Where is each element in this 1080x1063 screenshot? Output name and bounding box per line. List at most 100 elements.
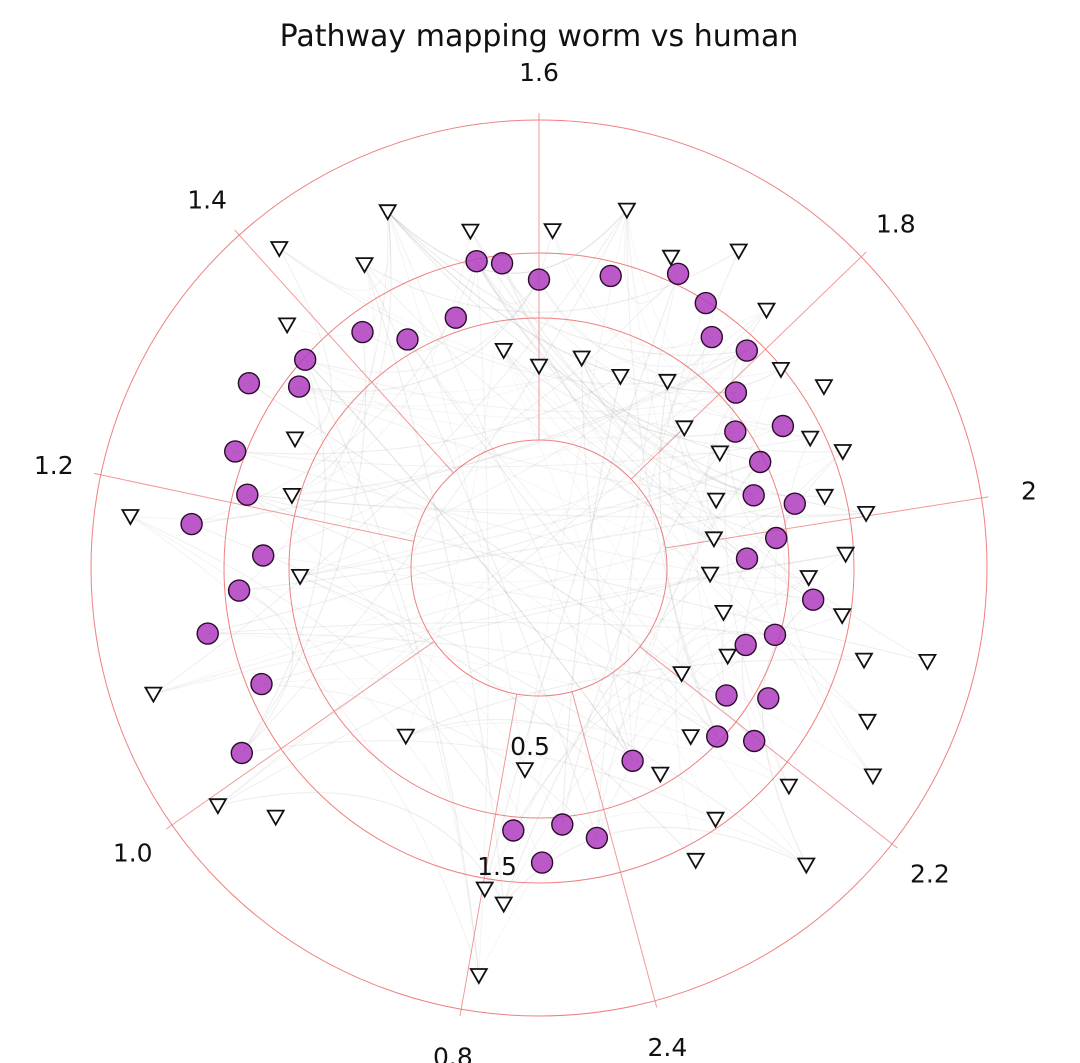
triangle-node xyxy=(832,608,852,625)
pathway-edge xyxy=(235,437,811,468)
circle-node xyxy=(236,483,259,506)
circle-node xyxy=(252,544,275,567)
pathway-edge xyxy=(130,494,265,520)
pathway-edge xyxy=(291,350,748,496)
pathway-edge xyxy=(476,230,554,304)
pathway-edge xyxy=(665,309,767,394)
pathway-edge xyxy=(130,515,514,831)
pathway-edge xyxy=(668,427,715,540)
triangle-node xyxy=(857,713,878,731)
pathway-edge xyxy=(248,382,682,674)
pathway-edge xyxy=(626,209,811,439)
pathway-edge xyxy=(207,622,776,636)
pathway-edge xyxy=(596,614,843,839)
pathway-edge xyxy=(241,209,628,754)
pathway-edge xyxy=(503,576,809,905)
triangle-node xyxy=(543,223,563,240)
triangle-node xyxy=(713,605,734,622)
triangle-node xyxy=(460,223,480,241)
pathway-edge xyxy=(291,230,471,496)
pathway-edge xyxy=(538,279,747,368)
pathway-edge xyxy=(675,499,717,861)
pathway-edge xyxy=(659,381,718,737)
pathway-edge xyxy=(304,359,480,976)
pathway-edge xyxy=(130,515,505,905)
circle-node xyxy=(530,851,554,874)
circle-node xyxy=(250,672,273,696)
pathway-edge xyxy=(191,350,748,525)
triangle-node xyxy=(269,241,289,258)
pathway-edge xyxy=(294,438,874,777)
pathway-edge xyxy=(239,576,809,592)
triangle-node xyxy=(704,531,724,549)
angular-tick-labels: 1.6 1.8 2 2.2 2.4 0.8 1.0 1.2 1.4 xyxy=(34,58,1037,1063)
pathway-edge xyxy=(503,350,790,787)
triangle-node xyxy=(529,358,549,376)
pathway-edge xyxy=(702,250,740,395)
circle-node xyxy=(763,623,787,646)
pathway-edge xyxy=(261,553,846,685)
pathway-edge xyxy=(405,722,790,787)
pathway-edge xyxy=(278,248,333,440)
pathway-edge xyxy=(541,811,807,866)
pathway-edge xyxy=(298,385,825,419)
pathway-edge xyxy=(667,336,713,432)
triangle-node xyxy=(277,317,297,335)
triangle-node xyxy=(863,768,883,786)
circle-node xyxy=(396,328,419,351)
triangle-node xyxy=(610,368,630,386)
circle-node xyxy=(621,749,644,772)
pathway-edge xyxy=(581,357,754,496)
pathway-edge xyxy=(298,386,783,439)
circle-node xyxy=(700,325,723,349)
circle-node xyxy=(743,729,766,753)
pathway-edge xyxy=(299,575,563,825)
pathway-edge xyxy=(774,503,874,777)
grid-spoke xyxy=(93,472,414,542)
pathway-edge xyxy=(247,494,867,518)
pathway-edge xyxy=(387,211,526,770)
pathway-edge xyxy=(741,503,795,539)
pathway-edge xyxy=(207,461,761,635)
circle-node xyxy=(237,372,261,395)
pathway-edge xyxy=(724,350,790,787)
circle-node xyxy=(735,547,759,570)
circle-node xyxy=(715,684,738,707)
pathway-edge xyxy=(538,279,782,380)
pathway-edge xyxy=(731,309,782,386)
triangle-node xyxy=(710,445,730,463)
pathway-edge xyxy=(721,450,844,696)
circle-node xyxy=(771,414,795,438)
triangle-node xyxy=(856,505,876,523)
triangle-node xyxy=(661,249,681,267)
pathway-edge xyxy=(153,209,628,695)
triangle-node xyxy=(494,896,514,914)
pathway-edge xyxy=(217,350,748,807)
triangle-node xyxy=(657,373,677,391)
pathway-edge xyxy=(476,260,685,429)
circle-node xyxy=(351,320,374,344)
pathway-edge xyxy=(153,538,715,695)
pathway-edge xyxy=(680,599,814,674)
pathway-edge xyxy=(503,349,777,539)
pathway-edge xyxy=(364,264,748,560)
triangle-node xyxy=(814,379,834,396)
pathway-edge xyxy=(628,273,679,761)
pathway-edge xyxy=(476,260,814,601)
pathway-edge xyxy=(387,211,634,762)
pathway-edge xyxy=(238,211,389,592)
pathway-edge xyxy=(238,590,294,754)
angular-tick-label: 2.2 xyxy=(910,859,950,888)
circle-node xyxy=(294,348,317,371)
circle-node xyxy=(694,291,717,315)
triangle-node xyxy=(706,492,726,510)
pathway-edge xyxy=(552,230,713,349)
pathway-edge xyxy=(666,381,868,722)
grid-spoke xyxy=(165,641,435,830)
triangle-node xyxy=(815,488,835,506)
pathway-edge xyxy=(387,209,628,274)
pathway-edge xyxy=(387,209,628,274)
circle-node xyxy=(734,633,757,657)
pathway-edge xyxy=(207,633,755,742)
pathway-edge xyxy=(476,260,843,616)
